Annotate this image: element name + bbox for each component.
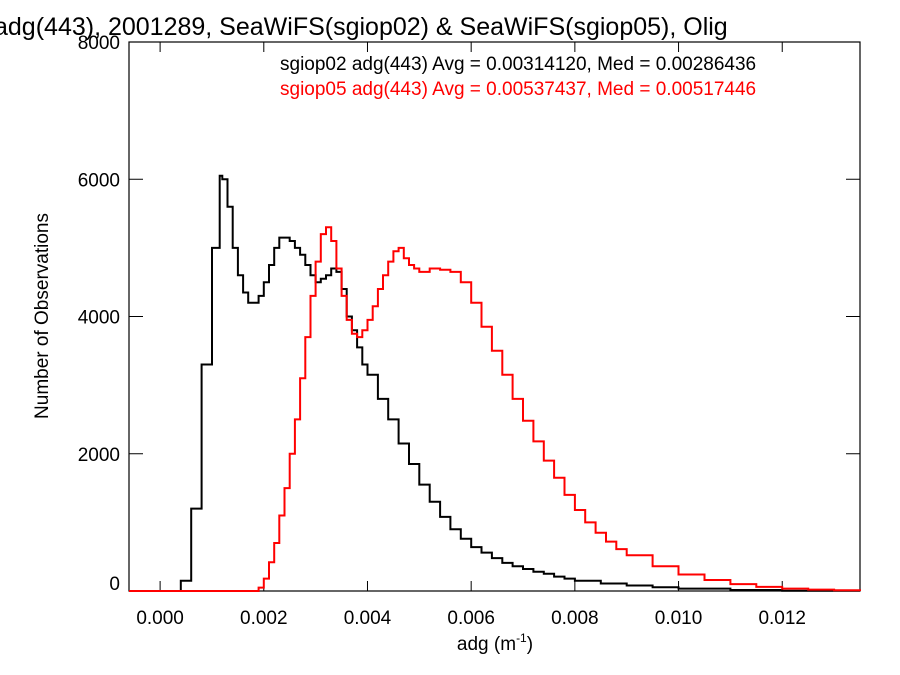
y-tick-label: 6000 bbox=[78, 170, 120, 191]
x-tick-label: 0.008 bbox=[551, 608, 599, 629]
y-axis-label: Number of Observations bbox=[32, 213, 53, 419]
x-tick-label: 0.012 bbox=[758, 608, 806, 629]
x-axis-label-close: ) bbox=[527, 634, 533, 655]
x-axis-label-main: adg (m bbox=[457, 634, 516, 655]
y-tick-label: 2000 bbox=[78, 445, 120, 466]
y-axis-ticks: 0 2000 4000 6000 8000 bbox=[78, 33, 860, 595]
y-tick-label: 0 bbox=[109, 574, 120, 595]
x-tick-label: 0.002 bbox=[240, 608, 288, 629]
x-tick-label: 0.004 bbox=[344, 608, 392, 629]
series-line-sgiop02 bbox=[129, 174, 861, 592]
series-line-sgiop05 bbox=[129, 226, 861, 592]
plot-frame bbox=[128, 41, 861, 592]
x-axis-ticks: 0.000 0.002 0.004 0.006 0.008 0.010 0.012 bbox=[136, 42, 806, 629]
x-tick-label: 0.000 bbox=[136, 608, 184, 629]
y-tick-label: 4000 bbox=[78, 308, 120, 329]
x-tick-label: 0.010 bbox=[655, 608, 703, 629]
x-tick-label: 0.006 bbox=[447, 608, 495, 629]
x-axis-label: adg (m-1) bbox=[457, 631, 533, 655]
x-axis-label-superscript: -1 bbox=[516, 631, 527, 645]
legend-sgiop05-stats: sgiop05 adg(443) Avg = 0.00537437, Med =… bbox=[280, 79, 756, 100]
legend-sgiop02-stats: sgiop02 adg(443) Avg = 0.00314120, Med =… bbox=[280, 54, 756, 75]
y-tick-label: 8000 bbox=[78, 33, 120, 54]
series-layer bbox=[129, 174, 861, 592]
chart-title: adg(443), 2001289, SeaWiFS(sgiop02) & Se… bbox=[0, 13, 728, 41]
